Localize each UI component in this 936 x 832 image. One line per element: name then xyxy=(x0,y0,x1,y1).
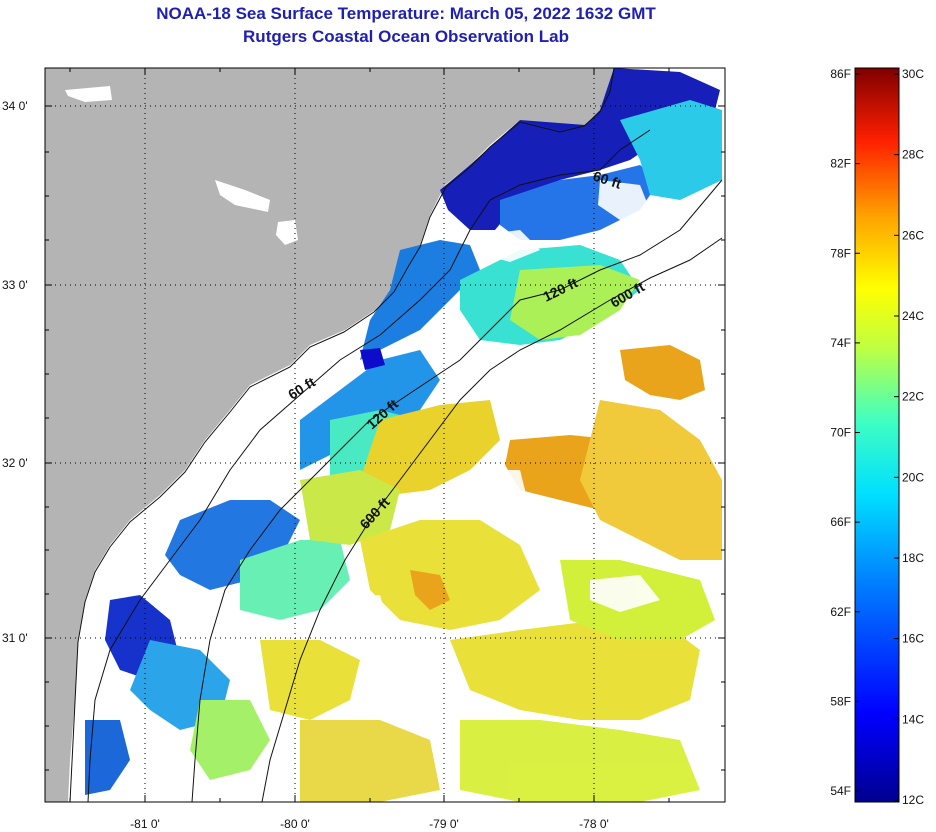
colorbar-label-c: 20C xyxy=(902,470,924,484)
lat-label: 32 0' xyxy=(2,456,28,470)
colorbar-label-f: 74F xyxy=(830,336,851,350)
map-title: NOAA-18 Sea Surface Temperature: March 0… xyxy=(156,4,656,23)
colorbar-label-c: 16C xyxy=(902,632,924,646)
colorbar-label-c: 30C xyxy=(902,67,924,81)
colorbar-label-c: 24C xyxy=(902,309,924,323)
colorbar-label-f: 70F xyxy=(830,426,851,440)
sst-field xyxy=(85,68,722,802)
map-subtitle: Rutgers Coastal Ocean Observation Lab xyxy=(243,27,569,46)
bathymetry-contours xyxy=(69,68,723,802)
colorbar-label-f: 58F xyxy=(830,694,851,708)
lon-label: -78 0' xyxy=(579,817,609,831)
colorbar-label-f: 62F xyxy=(830,605,851,619)
lon-label: -81 0' xyxy=(130,817,160,831)
lat-label: 34 0' xyxy=(2,99,28,113)
colorbar-label-f: 78F xyxy=(830,246,851,260)
colorbar-label-f: 66F xyxy=(830,515,851,529)
colorbar: 86F 82F 78F 74F 70F 66F 62F 58F 54F 30C 28C 26C 24C… xyxy=(830,67,924,807)
colorbar-label-c: 14C xyxy=(902,712,924,726)
lat-label: 33 0' xyxy=(2,278,28,292)
lon-label: -80 0' xyxy=(280,817,310,831)
land-mass xyxy=(45,68,614,802)
colorbar-label-c: 28C xyxy=(902,148,924,162)
colorbar-label-c: 12C xyxy=(902,793,924,807)
colorbar-label-c: 22C xyxy=(902,390,924,404)
colorbar-gradient xyxy=(854,67,900,803)
map-frame xyxy=(44,67,726,803)
colorbar-label-f: 82F xyxy=(830,157,851,171)
colorbar-label-c: 26C xyxy=(902,228,924,242)
lat-label: 31 0' xyxy=(2,631,28,645)
colorbar-label-f: 86F xyxy=(830,67,851,81)
lon-label: -79 0' xyxy=(429,817,459,831)
map-area: 60 ft 60 ft 120 ft 120 ft 600 ft 600 ft xyxy=(45,68,725,802)
cloud-mask xyxy=(330,180,660,640)
graticule xyxy=(45,68,725,802)
colorbar-label-f: 54F xyxy=(830,784,851,798)
axis-ticks xyxy=(45,68,725,802)
colorbar-label-c: 18C xyxy=(902,551,924,565)
